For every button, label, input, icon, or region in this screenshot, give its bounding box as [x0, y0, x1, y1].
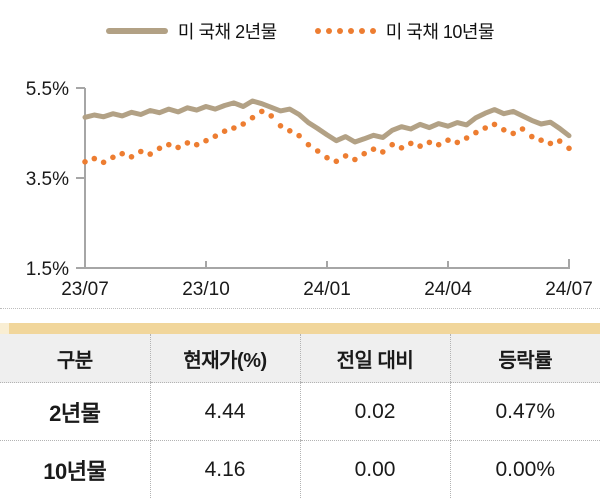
header-category: 구분 [0, 334, 150, 383]
svg-text:3.5%: 3.5% [26, 169, 69, 190]
chart-legend: 미 국채 2년물 미 국채 10년물 [0, 0, 600, 44]
row-2y-current: 4.44 [149, 382, 300, 441]
row-10y-current: 4.16 [149, 440, 300, 498]
yield-line-chart: 5.5% 3.5% 1.5%23/07 23/10 24/01 24/04 24/07 [26, 79, 593, 300]
legend-label-2y: 미 국채 2년물 [177, 22, 277, 42]
header-daychange: 전일 대비 [299, 334, 450, 383]
legend-label-10y: 미 국채 10년물 [385, 22, 495, 42]
row-10y-pctchange: 0.00% [449, 440, 600, 498]
svg-text:24/07: 24/07 [545, 279, 593, 300]
row-2y-daychange: 0.02 [299, 382, 450, 441]
legend-item-2y: 미 국채 2년물 [105, 18, 277, 44]
svg-text:1.5%: 1.5% [26, 259, 69, 280]
solid-line-swatch-icon [105, 28, 168, 34]
gold-accent-bar [0, 323, 600, 334]
svg-text:24/04: 24/04 [424, 279, 472, 300]
section-divider [0, 308, 600, 309]
svg-text:23/07: 23/07 [61, 279, 109, 300]
row-2y-pctchange: 0.47% [449, 382, 600, 441]
table-row: 10년물 4.16 0.00 0.00% [0, 440, 600, 498]
legend-item-10y: 미 국채 10년물 [314, 18, 495, 44]
gold-accent-fill [9, 323, 600, 334]
row-10y-daychange: 0.00 [299, 440, 450, 498]
table-row: 2년물 4.44 0.02 0.47% [0, 382, 600, 441]
header-pctchange: 등락률 [449, 334, 600, 383]
summary-table-section: 구분 현재가(%) 전일 대비 등락률 2년물 4.44 0.02 0.47% … [0, 308, 600, 498]
gold-accent-notch [0, 323, 9, 334]
dotted-line-swatch-icon [314, 28, 376, 34]
svg-text:24/01: 24/01 [303, 279, 351, 300]
row-10y-label: 10년물 [43, 458, 107, 484]
svg-text:23/10: 23/10 [182, 279, 230, 300]
table-header-row: 구분 현재가(%) 전일 대비 등락률 [0, 334, 600, 383]
row-2y-label: 2년물 [0, 382, 150, 441]
yield-summary-table: 구분 현재가(%) 전일 대비 등락률 2년물 4.44 0.02 0.47% … [0, 334, 600, 498]
svg-text:5.5%: 5.5% [26, 79, 69, 100]
header-current: 현재가(%) [149, 334, 300, 383]
